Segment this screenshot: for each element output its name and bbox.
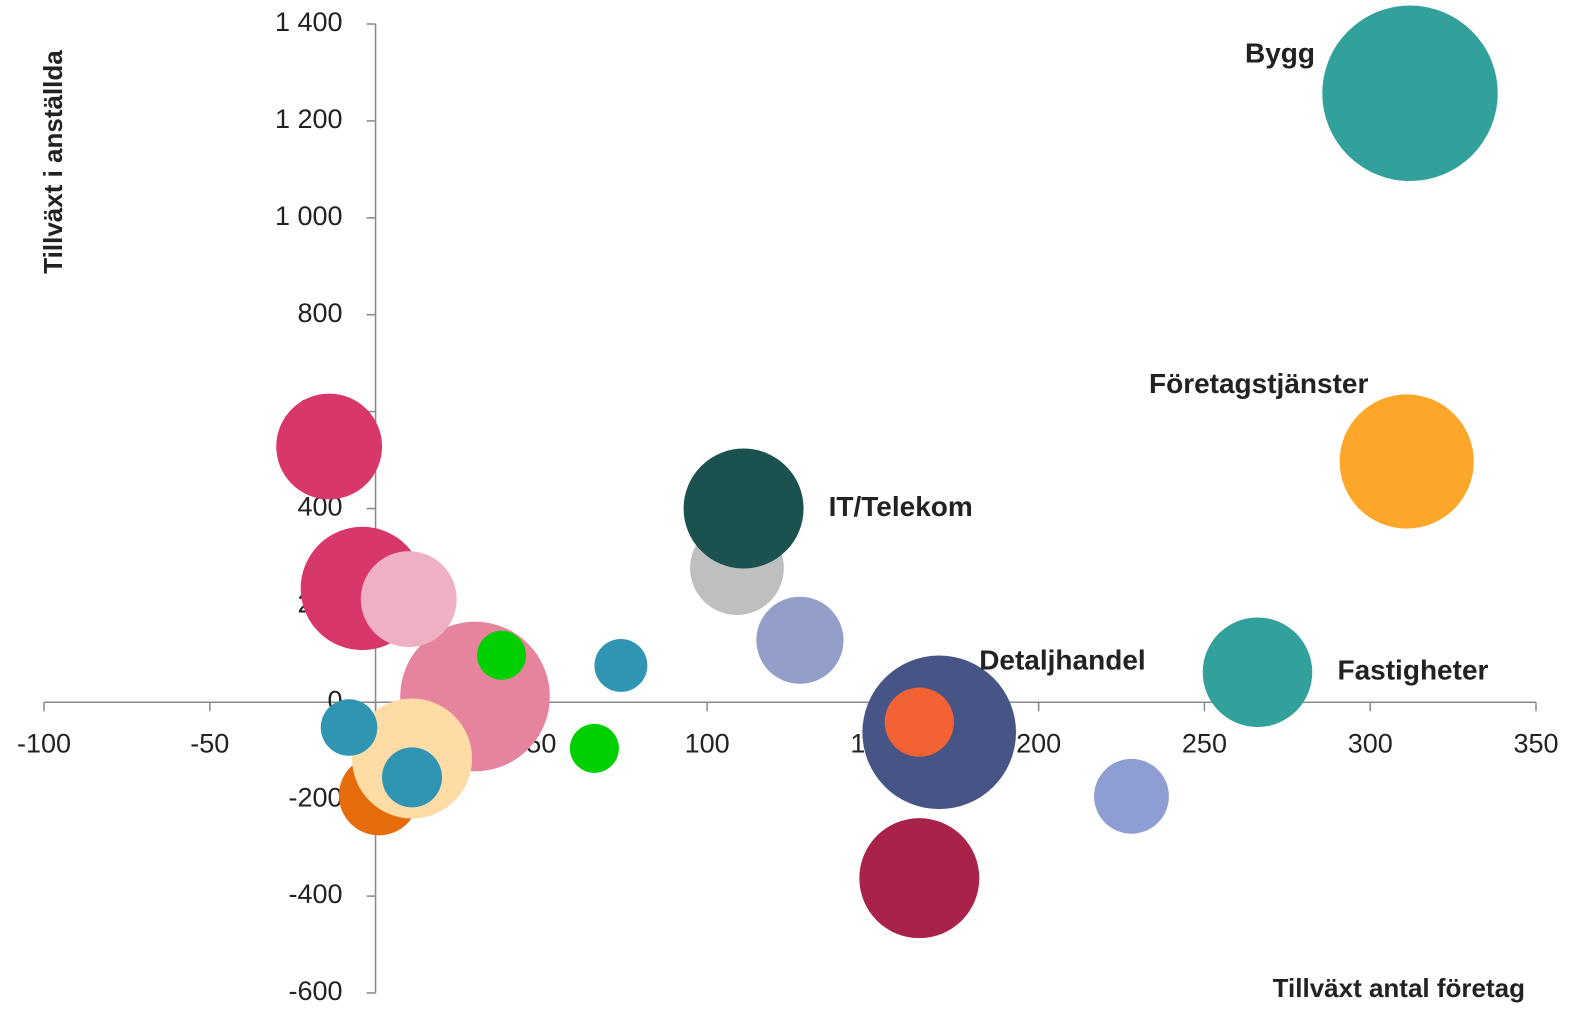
y-tick-label: 1 400 <box>275 7 343 37</box>
bubble <box>276 393 383 500</box>
y-tick-label: -200 <box>289 782 343 812</box>
y-tick-label: -400 <box>289 879 343 909</box>
bubble <box>756 596 844 684</box>
x-tick-label: 200 <box>1016 728 1061 758</box>
bubble <box>683 448 804 569</box>
bubble-label: Detaljhandel <box>979 645 1145 676</box>
bubble <box>382 747 443 808</box>
x-tick-label: -100 <box>17 728 71 758</box>
bubble <box>1322 5 1498 182</box>
bubble <box>360 551 457 648</box>
bubble-label: Bygg <box>1245 38 1315 69</box>
x-tick-label: 350 <box>1513 728 1558 758</box>
bubble <box>320 699 378 756</box>
bubble-label: Företagstjänster <box>1149 368 1368 399</box>
y-tick-label: -600 <box>289 976 343 1006</box>
x-tick-label: 250 <box>1182 728 1227 758</box>
bubble <box>1094 758 1169 834</box>
x-tick-label: 100 <box>685 728 730 758</box>
bubble <box>859 818 980 939</box>
bubble <box>1202 617 1313 728</box>
x-tick-label: 300 <box>1348 728 1393 758</box>
y-axis-title: Tillväxt i anställda <box>38 50 68 274</box>
bubble-label: IT/Telekom <box>829 491 973 522</box>
y-tick-label: 1 200 <box>275 104 343 134</box>
bubble <box>594 639 648 692</box>
bubble-label: Fastigheter <box>1337 655 1488 686</box>
y-tick-label: 1 000 <box>275 201 343 231</box>
x-axis-title: Tillväxt antal företag <box>1273 973 1525 1003</box>
bubble <box>884 687 954 757</box>
bubble <box>1339 394 1474 529</box>
y-tick-label: 800 <box>297 298 342 328</box>
x-tick-label: -50 <box>190 728 229 758</box>
bubble <box>569 723 619 773</box>
bubble <box>477 630 527 680</box>
